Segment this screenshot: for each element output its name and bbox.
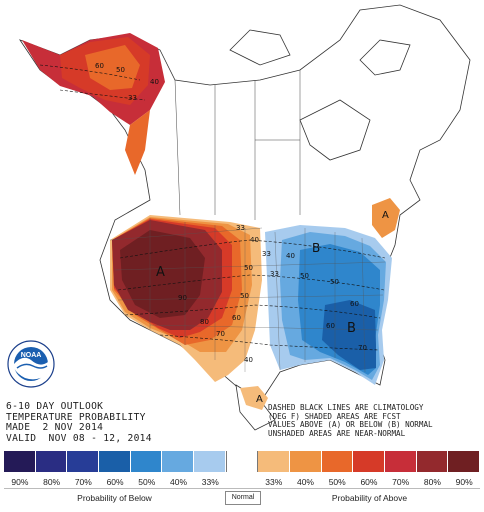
contour-labels: 60 50 40 33 33 40 50 50 60 70 80 90 60 5… xyxy=(95,62,367,364)
colorbar-swatch xyxy=(448,451,481,472)
colorbar-label: 50% xyxy=(328,477,346,487)
below-label-midwest: B xyxy=(312,241,320,255)
colorbar-swatch xyxy=(321,451,354,472)
made-date: MADE 2 NOV 2014 xyxy=(6,422,104,433)
colorbar-label: 40% xyxy=(296,477,314,487)
colorbar-swatch xyxy=(67,451,100,472)
colorbar-label: 33% xyxy=(265,477,283,487)
colorbar-label: 40% xyxy=(170,477,188,487)
colorbar-swatch xyxy=(353,451,386,472)
svg-text:50: 50 xyxy=(244,264,253,272)
colorbar-label: 90% xyxy=(11,477,29,487)
note-line-1: DASHED BLACK LINES ARE CLIMATOLOGY xyxy=(268,403,424,412)
noaa-logo-icon: NOAA xyxy=(7,340,55,388)
colorbar-swatch xyxy=(194,451,226,472)
svg-text:60: 60 xyxy=(95,62,104,70)
colorbar-swatch xyxy=(416,451,449,472)
above-label-west: A xyxy=(156,265,165,280)
svg-text:33: 33 xyxy=(128,94,137,102)
colorbar-swatch xyxy=(99,451,131,472)
svg-text:50: 50 xyxy=(240,292,249,300)
valid-dates: VALID NOV 08 - 12, 2014 xyxy=(6,432,152,444)
colorbar-swatch xyxy=(4,451,36,472)
colorbar-labels: 90% 80% 70% 60% 50% 40% 33% 33% 40% 50% 60% 70% 80% 9… xyxy=(4,477,480,487)
legend-divider xyxy=(4,488,480,489)
note-line-2: (DEG F) SHADED AREAS ARE FCST xyxy=(268,411,401,421)
province-lines xyxy=(174,70,301,220)
colorbar-label xyxy=(226,477,258,487)
svg-text:50: 50 xyxy=(300,272,309,280)
below-label-southeast: B xyxy=(347,321,356,336)
colorbar-label: 33% xyxy=(201,477,219,487)
map-notes: DASHED BLACK LINES ARE CLIMATOLOGY (DEG … xyxy=(268,403,433,438)
svg-text:70: 70 xyxy=(216,330,225,338)
svg-text:50: 50 xyxy=(330,278,339,286)
colorbar-label: 80% xyxy=(43,477,61,487)
colorbar-label: 70% xyxy=(392,477,410,487)
colorbar-swatch xyxy=(35,451,68,472)
south-texas-above-region xyxy=(240,386,268,410)
outlook-title: 6-10 DAY OUTLOOK xyxy=(6,401,104,412)
svg-text:80: 80 xyxy=(200,318,209,326)
state-lines xyxy=(109,218,386,373)
colorbar-label: 90% xyxy=(455,477,473,487)
climatology-lines xyxy=(39,64,386,351)
noaa-logo-text: NOAA xyxy=(21,352,42,359)
outlook-title-block: 6-10 DAY OUTLOOK TEMPERATURE PROBABILITY… xyxy=(6,401,152,444)
alaska-above-region xyxy=(22,33,165,175)
colorbar-swatch xyxy=(225,451,259,472)
outlook-map: A B B A A 60 50 40 33 33 40 50 50 60 70 … xyxy=(18,4,471,431)
svg-text:50: 50 xyxy=(116,66,125,74)
colorbar-swatch xyxy=(258,451,291,472)
svg-text:40: 40 xyxy=(286,252,295,260)
colorbar-label: 60% xyxy=(360,477,378,487)
above-label-texas: A xyxy=(256,394,263,405)
colorbar-swatch xyxy=(290,451,322,472)
svg-text:33: 33 xyxy=(236,224,245,232)
east-below-region xyxy=(265,225,392,385)
colorbar-label: 80% xyxy=(423,477,441,487)
colorbar-label: 50% xyxy=(138,477,156,487)
svg-text:40: 40 xyxy=(250,236,259,244)
probability-colorbar xyxy=(4,451,481,472)
colorbar-swatch xyxy=(385,451,417,472)
svg-text:90: 90 xyxy=(178,294,187,302)
northeast-above-region xyxy=(372,198,400,238)
normal-caption: Normal xyxy=(225,491,261,505)
colorbar-swatch xyxy=(162,451,195,472)
outlook-subtitle: TEMPERATURE PROBABILITY xyxy=(6,411,146,423)
colorbar-label: 60% xyxy=(106,477,124,487)
colorbar-swatch xyxy=(130,451,163,472)
above-label-northeast: A xyxy=(382,210,389,221)
svg-text:60: 60 xyxy=(232,314,241,322)
svg-text:60: 60 xyxy=(326,322,335,330)
svg-text:40: 40 xyxy=(150,78,159,86)
colorbar-label: 70% xyxy=(74,477,92,487)
svg-text:40: 40 xyxy=(244,356,253,364)
svg-text:60: 60 xyxy=(350,300,359,308)
svg-text:70: 70 xyxy=(358,344,367,352)
svg-text:33: 33 xyxy=(262,250,271,258)
svg-text:33: 33 xyxy=(270,270,279,278)
legend-captions: Probability of Below Normal Probability … xyxy=(4,491,480,507)
note-line-4: UNSHADED AREAS ARE NEAR-NORMAL xyxy=(268,428,406,438)
above-caption: Probability of Above xyxy=(331,493,408,503)
below-caption: Probability of Below xyxy=(77,493,152,503)
note-line-3: VALUES ABOVE (A) OR BELOW (B) NORMAL xyxy=(268,420,433,430)
